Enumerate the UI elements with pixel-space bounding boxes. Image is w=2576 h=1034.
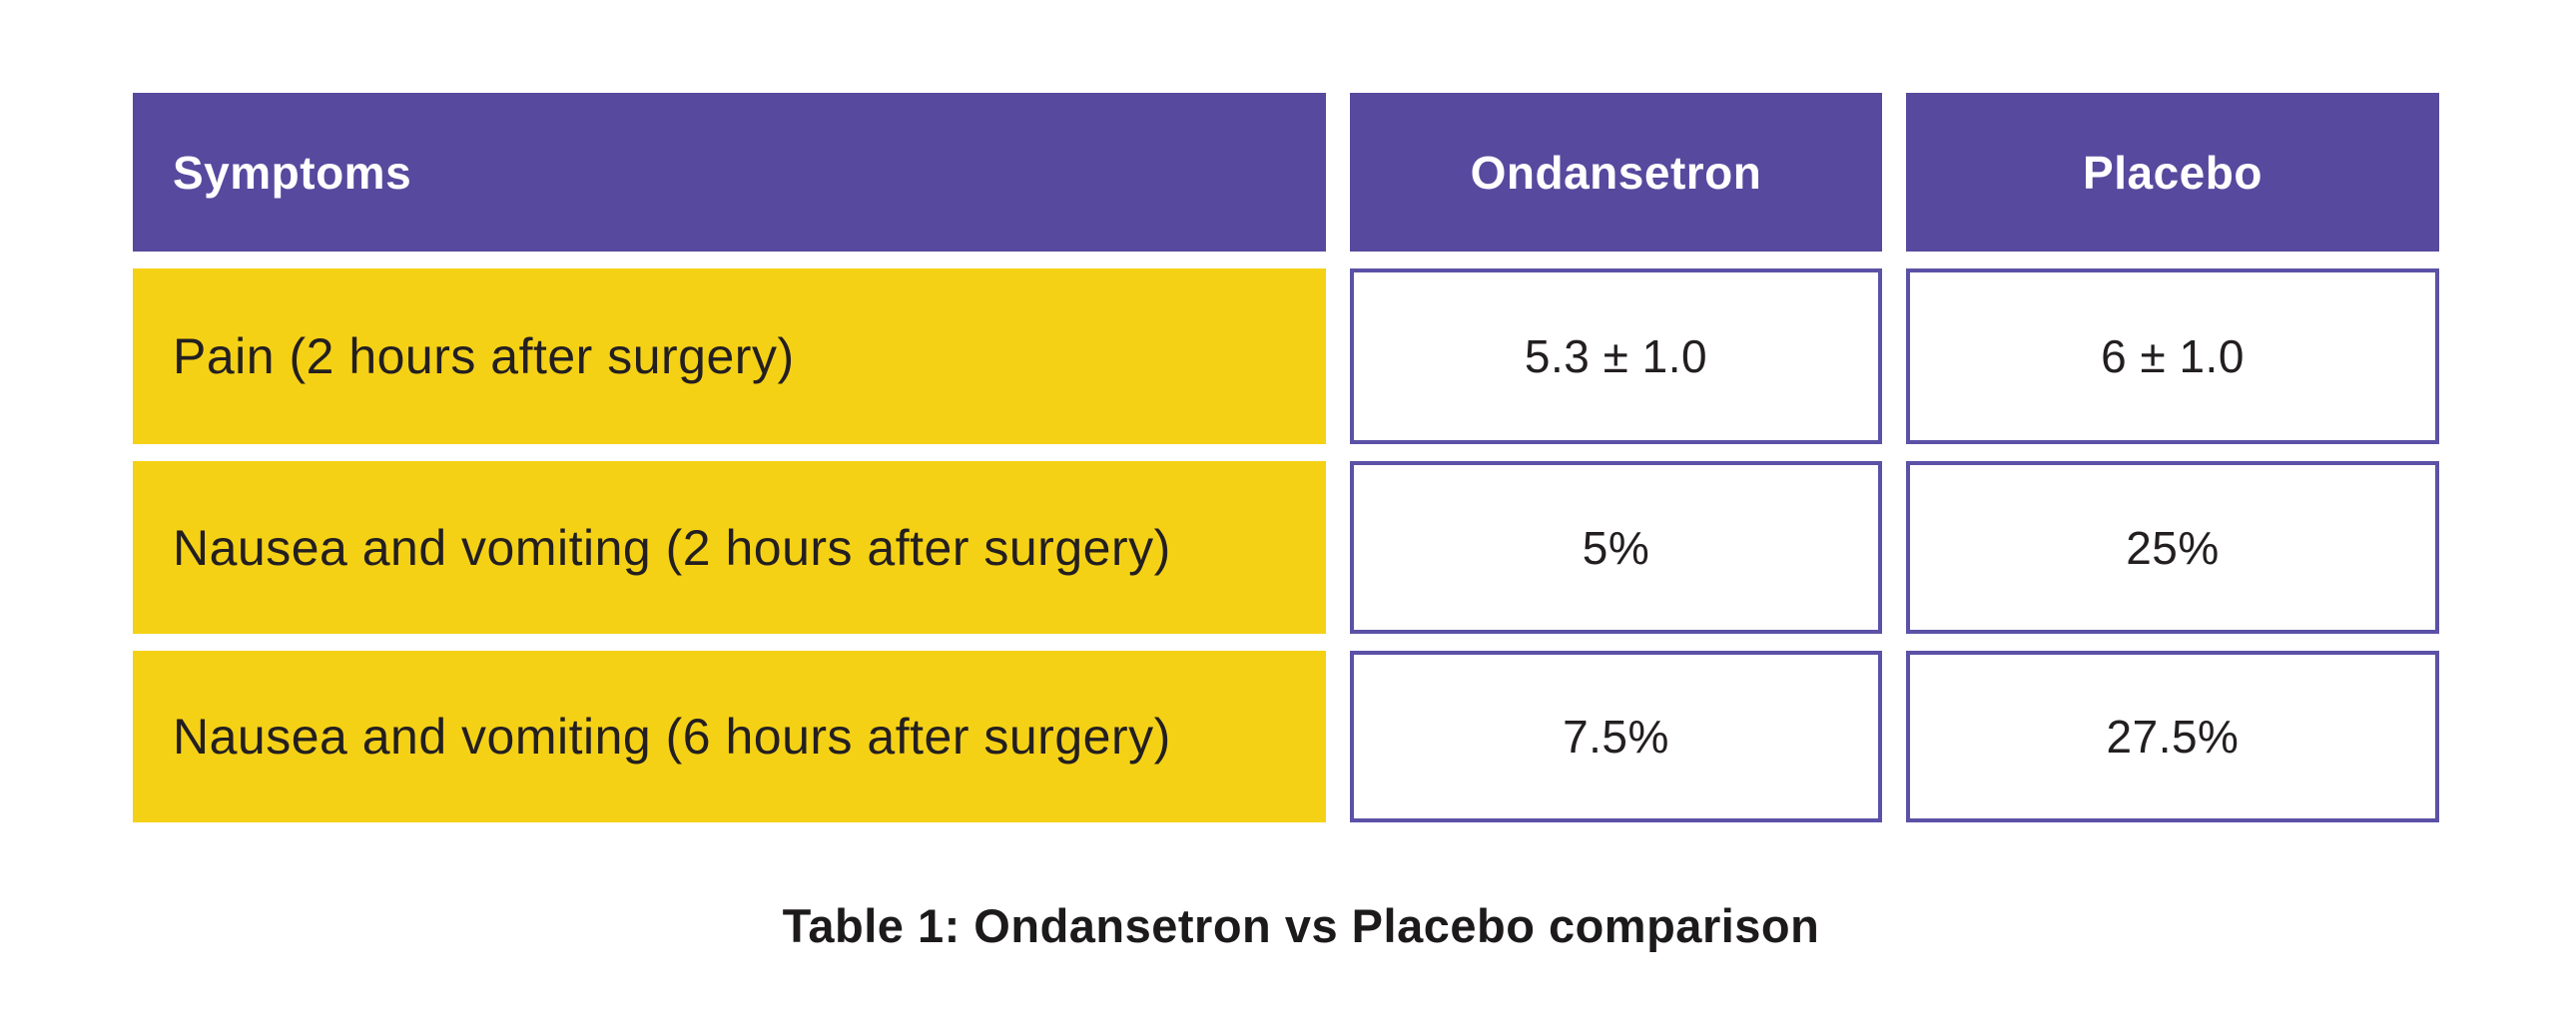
row-pain-ondansetron-text: 5.3 ± 1.0 [1524, 330, 1708, 382]
row-pain-placebo-text: 6 ± 1.0 [2101, 330, 2245, 382]
row-nausea-6h-placebo-text: 27.5% [2106, 711, 2240, 763]
row-nausea-6h-placebo-value: 27.5% [1906, 651, 2439, 822]
row-nausea-6h-ondansetron-value: 7.5% [1350, 651, 1882, 822]
ondansetron-placebo-table: Symptoms Ondansetron Placebo Pain (2 hou… [133, 93, 2439, 822]
row-nausea-6h-ondansetron-text: 7.5% [1563, 711, 1669, 763]
column-header-symptoms-label: Symptoms [173, 146, 412, 199]
column-header-ondansetron-label: Ondansetron [1470, 146, 1762, 199]
row-pain-ondansetron-value: 5.3 ± 1.0 [1350, 268, 1882, 444]
row-nausea-2h-symptom-label: Nausea and vomiting (2 hours after surge… [173, 519, 1171, 576]
column-header-placebo: Placebo [1906, 93, 2439, 252]
row-pain-symptom-label: Pain (2 hours after surgery) [173, 328, 795, 384]
column-header-placebo-label: Placebo [2083, 146, 2262, 199]
column-header-ondansetron: Ondansetron [1350, 93, 1882, 252]
table-caption: Table 1: Ondansetron vs Placebo comparis… [782, 899, 1820, 952]
row-nausea-6h-symptom-label: Nausea and vomiting (6 hours after surge… [173, 709, 1171, 765]
row-nausea-2h-ondansetron-value: 5% [1350, 461, 1882, 634]
row-nausea-6h-symptom-cell: Nausea and vomiting (6 hours after surge… [133, 651, 1326, 822]
row-nausea-2h-placebo-text: 25% [2126, 521, 2220, 574]
row-nausea-2h-ondansetron-text: 5% [1582, 521, 1650, 574]
row-nausea-2h-placebo-value: 25% [1906, 461, 2439, 634]
row-nausea-2h-symptom-cell: Nausea and vomiting (2 hours after surge… [133, 461, 1326, 634]
row-pain-placebo-value: 6 ± 1.0 [1906, 268, 2439, 444]
row-pain-symptom-cell: Pain (2 hours after surgery) [133, 268, 1326, 444]
column-header-symptoms: Symptoms [133, 93, 1326, 252]
